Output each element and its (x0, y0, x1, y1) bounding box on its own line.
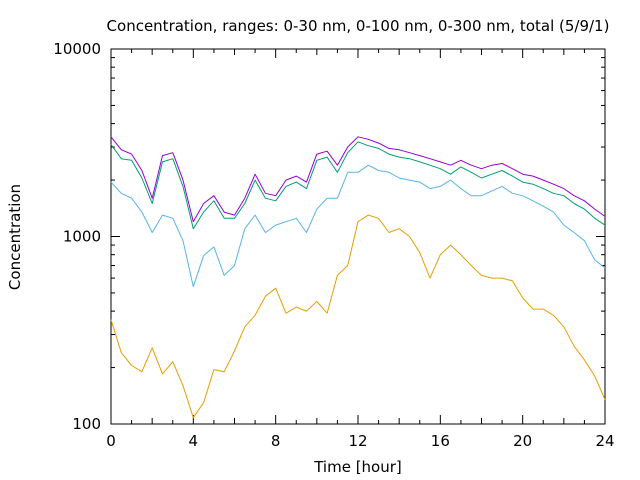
x-axis: 0 4 8 12 16 20 24 (106, 49, 615, 450)
x-tick-label: 12 (348, 432, 367, 450)
x-axis-label: Time [hour] (313, 458, 402, 476)
series-line-3 (110, 141, 606, 230)
series-line-1 (110, 214, 606, 419)
series-line-4 (110, 136, 606, 223)
x-tick-label: 20 (513, 432, 532, 450)
y-tick-label: 1000 (63, 228, 101, 246)
x-tick-label: 16 (431, 432, 450, 450)
series-line-2 (110, 164, 606, 288)
x-tick-label: 0 (106, 432, 116, 450)
x-tick-label: 4 (189, 432, 199, 450)
series-lines (110, 136, 606, 419)
y-axis-label: Concentration (6, 184, 24, 290)
chart-title: Concentration, ranges: 0-30 nm, 0-100 nm… (107, 17, 610, 35)
y-tick-label: 100 (72, 415, 101, 433)
x-tick-label: 24 (595, 432, 614, 450)
y-tick-label: 10000 (53, 40, 101, 58)
x-tick-label: 8 (271, 432, 281, 450)
